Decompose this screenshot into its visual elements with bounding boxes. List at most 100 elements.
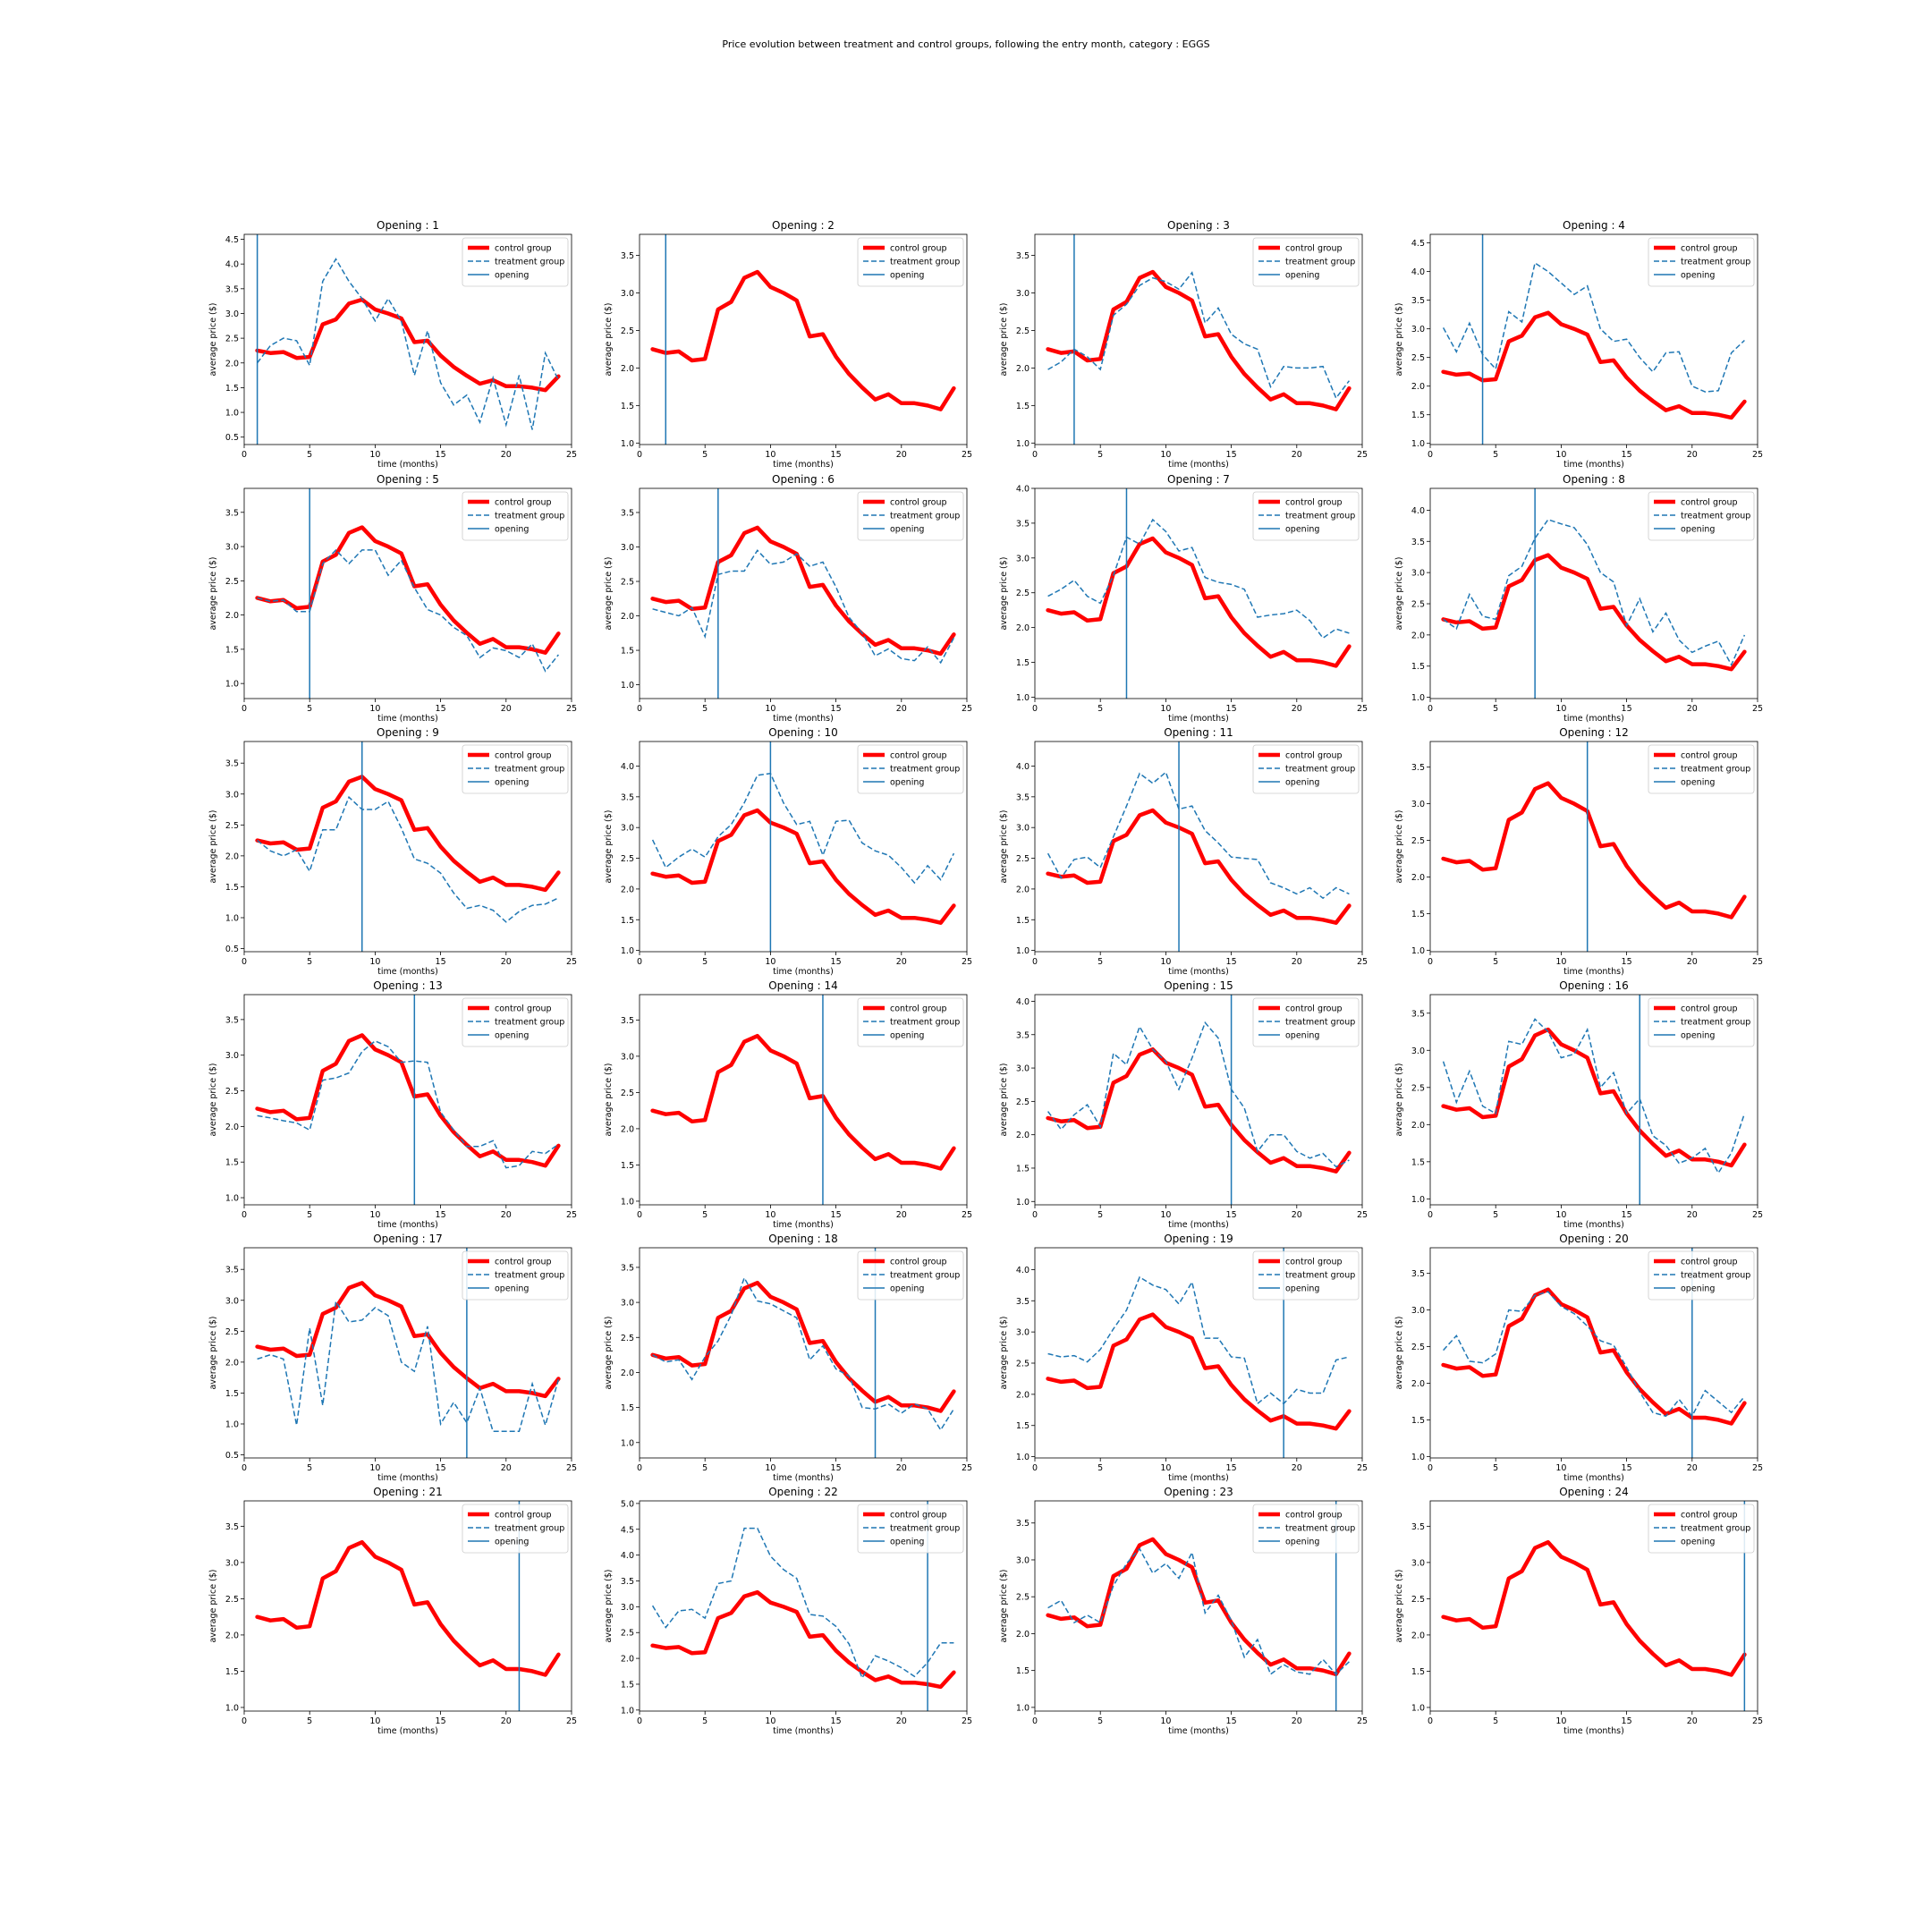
y-tick-label: 1.5: [225, 883, 239, 893]
treatment-group-line: [1443, 1291, 1745, 1418]
subplot-16: Opening : 16 1.0 1.5 2.0 2.5 3.0 3.5 0 5 10 15 20 25…: [1394, 979, 1763, 1230]
legend: control group treatment group opening: [1252, 1250, 1360, 1301]
y-tick-label: 1.0: [225, 409, 239, 419]
y-axis-label: average price ($): [208, 1316, 218, 1389]
y-tick-label: 0.5: [225, 433, 239, 443]
treatment-group-line: [1442, 1018, 1746, 1174]
x-axis-label: time (months): [1563, 967, 1624, 977]
x-tick-label: 10: [1160, 957, 1171, 967]
subplot-11: Opening : 11 1.0 1.5 2.0 2.5 3.0 3.5 4.0 0 5 10 15 2…: [999, 726, 1368, 977]
y-tick-label: 3.0: [1016, 554, 1030, 564]
subplot-17: Opening : 17 0.5 1.0 1.5 2.0 2.5 3.0 3.5 0 5 10 15 2…: [208, 1233, 577, 1483]
y-tick-label: 2.0: [1411, 631, 1425, 640]
y-tick-label: 3.5: [1016, 1030, 1030, 1040]
y-tick-label: 3.0: [1016, 824, 1030, 834]
x-tick-label: 25: [1357, 1210, 1368, 1220]
y-tick-label: 3.5: [225, 284, 239, 294]
y-tick-label: 3.0: [225, 790, 239, 800]
legend: control group treatment group opening: [1252, 744, 1360, 794]
x-tick-label: 10: [765, 1463, 775, 1473]
plot-area: [1046, 995, 1352, 1205]
x-tick-label: 15: [831, 1463, 842, 1473]
y-tick-label: 4.0: [621, 1551, 634, 1561]
x-tick-label: 20: [896, 957, 907, 967]
legend-treatment-label: treatment group: [890, 765, 960, 775]
x-tick-label: 20: [501, 1463, 512, 1473]
y-tick-label: 3.5: [1411, 1009, 1425, 1019]
y-axis-label: average price ($): [999, 556, 1009, 630]
y-axis-label: average price ($): [208, 302, 218, 376]
legend: control group treatment group opening: [1648, 744, 1755, 794]
x-tick-label: 5: [1097, 1716, 1103, 1726]
y-tick-label: 4.0: [1016, 762, 1030, 772]
x-tick-label: 5: [307, 1210, 312, 1220]
legend-control-label: control group: [495, 1258, 552, 1267]
y-tick-label: 2.5: [225, 577, 239, 587]
y-axis-label: average price ($): [1394, 302, 1404, 376]
x-tick-label: 10: [1160, 1210, 1171, 1220]
control-group-line: [1046, 1312, 1352, 1431]
subplot-22: Opening : 22 1.0 1.5 2.0 2.5 3.0 3.5 4.0 4.5 5.0 0…: [604, 1486, 972, 1736]
y-tick-label: 1.0: [1411, 693, 1425, 703]
y-tick-label: 3.0: [225, 309, 239, 319]
y-tick-label: 4.5: [621, 1525, 634, 1535]
x-tick-label: 10: [369, 450, 380, 460]
y-tick-label: 3.5: [225, 759, 239, 769]
x-tick-label: 25: [1752, 704, 1763, 714]
y-tick-label: 3.0: [225, 1296, 239, 1306]
y-tick-label: 2.5: [1016, 1593, 1030, 1603]
y-tick-label: 2.5: [1016, 326, 1030, 336]
x-tick-label: 15: [436, 704, 446, 714]
legend: control group treatment group opening: [462, 237, 569, 287]
y-axis-label: average price ($): [604, 1063, 614, 1136]
y-tick-label: 3.5: [1016, 251, 1030, 261]
y-tick-label: 1.5: [1016, 1666, 1030, 1676]
treatment-group-line: [257, 548, 559, 673]
y-tick-label: 0.5: [225, 945, 239, 954]
x-tick-label: 25: [1752, 1210, 1763, 1220]
y-tick-label: 1.5: [1016, 402, 1030, 411]
legend: control group treatment group opening: [857, 1504, 964, 1554]
x-tick-label: 0: [1032, 1210, 1038, 1220]
legend-opening-label: opening: [495, 778, 529, 788]
y-tick-label: 2.5: [621, 1629, 634, 1639]
control-group-line: [255, 297, 561, 393]
x-tick-label: 0: [637, 1716, 642, 1726]
y-tick-label: 1.5: [225, 384, 239, 394]
y-tick-label: 3.5: [1411, 538, 1425, 547]
x-tick-label: 10: [1555, 1210, 1566, 1220]
plot-area: [1441, 234, 1747, 445]
x-tick-label: 20: [896, 1210, 907, 1220]
y-tick-label: 2.0: [621, 1655, 634, 1665]
legend: control group treatment group opening: [857, 744, 964, 794]
x-tick-label: 0: [1428, 1716, 1433, 1726]
legend-control-label: control group: [495, 244, 552, 254]
legend-treatment-label: treatment group: [1681, 1271, 1750, 1281]
legend-treatment-label: treatment group: [1285, 258, 1355, 267]
y-tick-label: 2.5: [1016, 589, 1030, 598]
y-tick-label: 2.5: [1411, 1343, 1425, 1352]
control-group-line: [650, 1589, 956, 1690]
x-tick-label: 5: [1493, 1463, 1498, 1473]
y-tick-label: 3.0: [621, 1299, 634, 1309]
y-tick-label: 2.5: [225, 1087, 239, 1097]
legend-control-label: control group: [1285, 498, 1343, 508]
y-tick-label: 2.0: [1411, 873, 1425, 883]
subplot-9: Opening : 9 0.5 1.0 1.5 2.0 2.5 3.0 3.5 0 5 10 15 20…: [208, 726, 577, 977]
subplot-title: Opening : 13: [373, 979, 443, 992]
legend-control-label: control group: [1285, 751, 1343, 761]
subplot-title: Opening : 7: [1167, 473, 1230, 486]
y-tick-label: 1.0: [1411, 1703, 1425, 1713]
treatment-group-line: [652, 549, 955, 665]
y-tick-label: 3.0: [1016, 1064, 1030, 1074]
legend-treatment-label: treatment group: [495, 1524, 564, 1534]
y-tick-label: 3.5: [1411, 763, 1425, 773]
x-tick-label: 15: [436, 1716, 446, 1726]
y-tick-label: 4.5: [225, 235, 239, 245]
x-tick-label: 20: [896, 1463, 907, 1473]
x-axis-label: time (months): [1168, 1473, 1229, 1483]
treatment-group-line: [1047, 271, 1350, 400]
x-tick-label: 5: [1097, 450, 1103, 460]
x-tick-label: 5: [1493, 1716, 1498, 1726]
x-tick-label: 5: [1097, 704, 1103, 714]
